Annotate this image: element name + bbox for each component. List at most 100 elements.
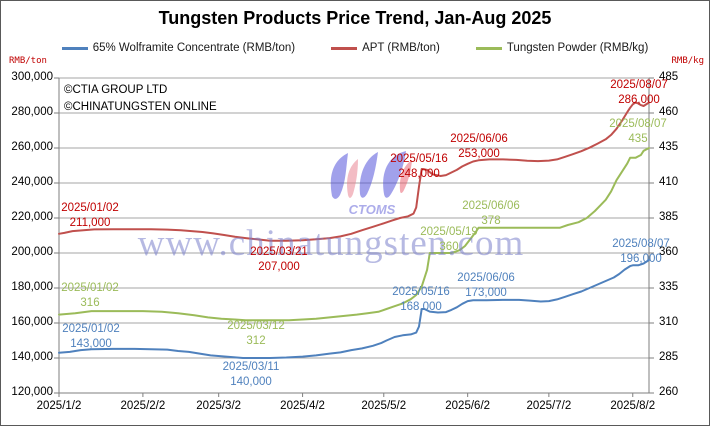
x-axis-label: 2025/5/2 <box>361 400 407 412</box>
annotation-date: 2025/06/06 <box>462 200 520 212</box>
logo-petal-blue-2 <box>359 152 378 198</box>
legend-item-powder: Tungsten Powder (RMB/kg) <box>475 42 649 54</box>
y-axis-label-right: 260 <box>659 386 679 398</box>
legend-item-apt: APT (RMB/ton) <box>331 42 440 54</box>
annotation-date: 2025/01/02 <box>62 323 120 335</box>
x-axis-label: 2025/8/2 <box>610 400 656 412</box>
wolframite-annotation: 2025/05/16 168,000 <box>392 285 450 315</box>
powder-annotation: 2025/05/19 360 <box>420 225 478 255</box>
y-axis-label-right: 335 <box>659 281 679 293</box>
y-axis-label-left: 160,000 <box>11 316 53 328</box>
x-axis-label: 2025/3/2 <box>196 400 242 412</box>
annotation-date: 2025/03/21 <box>250 246 308 258</box>
annotation-date: 2025/08/07 <box>612 238 670 250</box>
copyright-line-2: ©CHINATUNGSTEN ONLINE <box>64 101 217 113</box>
annotation-date: 2025/05/16 <box>390 153 448 165</box>
annotation-value: 378 <box>481 215 501 227</box>
left-axis-unit: RMB/ton <box>9 56 47 66</box>
annotation-value: 173,000 <box>465 287 507 299</box>
annotation-value: 435 <box>628 133 648 145</box>
logo-petal-blue-3 <box>383 151 406 198</box>
apt-annotation: 2025/08/07 286,000 <box>610 78 668 108</box>
y-axis-label-left: 140,000 <box>11 351 53 363</box>
logo-text: CTOMS <box>349 202 396 217</box>
x-axis-label: 2025/1/2 <box>36 400 82 412</box>
copyright-notice: ©CTIA GROUP LTD ©CHINATUNGSTEN ONLINE <box>64 82 217 116</box>
wolframite-annotation: 2025/01/02 143,000 <box>62 322 120 352</box>
wolframite-line-swatch-icon <box>61 46 88 50</box>
chart-title: Tungsten Products Price Trend, Jan-Aug 2… <box>158 8 552 28</box>
annotation-date: 2025/05/16 <box>392 286 450 298</box>
y-axis-label-left: 220,000 <box>11 211 53 223</box>
annotation-date: 2025/06/06 <box>450 133 508 145</box>
x-axis-label: 2025/2/2 <box>120 400 166 412</box>
y-axis-label-right: 360 <box>659 246 679 258</box>
annotation-value: 286,000 <box>618 94 660 106</box>
y-axis-label-left: 120,000 <box>11 386 53 398</box>
wolframite-annotation: 2025/03/11 140,000 <box>223 360 280 390</box>
y-axis-label-left: 200,000 <box>11 246 53 258</box>
series-line <box>58 101 650 242</box>
annotation-date: 2025/08/07 <box>610 79 668 91</box>
ctoms-logo-watermark: CTOMS <box>330 151 412 217</box>
apt-line-swatch-icon <box>331 46 358 50</box>
annotation-value: 253,000 <box>458 148 500 160</box>
apt-annotation: 2025/05/16 248,000 <box>390 152 448 182</box>
legend-label: APT (RMB/ton) <box>362 42 440 54</box>
legend-item-wolframite: 65% Wolframite Concentrate (RMB/ton) <box>61 42 296 54</box>
annotation-value: 196,000 <box>620 253 662 265</box>
annotation-value: 211,000 <box>69 217 111 229</box>
annotation-date: 2025/08/07 <box>609 118 667 130</box>
annotation-value: 316 <box>80 297 100 309</box>
apt-annotation: 2025/03/21 207,000 <box>250 245 308 275</box>
series-line <box>58 259 650 359</box>
y-axis-label-right: 485 <box>659 71 679 83</box>
y-axis-label-left: 240,000 <box>11 176 53 188</box>
x-axis-label: 2025/6/2 <box>445 400 491 412</box>
annotation-value: 248,000 <box>398 168 440 180</box>
annotation-date: 2025/03/12 <box>227 320 285 332</box>
powder-annotation: 2025/01/02 316 <box>61 281 119 311</box>
chart-legend: 65% Wolframite Concentrate (RMB/ton) APT… <box>1 41 709 55</box>
y-axis-label-right: 460 <box>659 106 679 118</box>
annotation-value: 360 <box>439 241 459 253</box>
powder-line-swatch-icon <box>475 46 502 50</box>
annotation-value: 143,000 <box>70 338 112 350</box>
y-axis-label-left: 300,000 <box>11 71 53 83</box>
logo-petal-blue-1 <box>330 153 348 199</box>
logo-petal-red-2 <box>399 160 412 193</box>
y-axis-label-right: 310 <box>659 316 679 328</box>
apt-annotation: 2025/06/06 253,000 <box>450 132 508 162</box>
annotation-date: 2025/06/06 <box>457 272 515 284</box>
y-axis-label-left: 280,000 <box>11 106 53 118</box>
wolframite-annotation: 2025/06/06 173,000 <box>457 271 515 301</box>
copyright-line-1: ©CTIA GROUP LTD <box>64 84 168 96</box>
annotation-date: 2025/05/19 <box>420 226 478 238</box>
legend-label: Tungsten Powder (RMB/kg) <box>506 42 649 54</box>
y-axis-label-right: 285 <box>659 351 679 363</box>
annotation-date: 2025/01/02 <box>61 282 119 294</box>
powder-annotation: 2025/03/12 312 <box>227 319 285 349</box>
series-line <box>58 147 650 322</box>
x-axis-label: 2025/4/2 <box>280 400 325 412</box>
annotation-value: 207,000 <box>258 261 300 273</box>
annotation-value: 168,000 <box>400 301 442 313</box>
powder-annotation: 2025/08/07 435 <box>609 117 667 147</box>
x-axis-label: 2025/7/2 <box>526 400 572 412</box>
powder-annotation: 2025/06/06 378 <box>462 199 520 229</box>
right-axis-unit: RMB/kg <box>671 56 704 66</box>
logo-petal-red-1 <box>347 159 358 198</box>
y-axis-label-left: 260,000 <box>11 141 53 153</box>
legend-label: 65% Wolframite Concentrate (RMB/ton) <box>92 42 296 54</box>
y-axis-label-right: 385 <box>659 211 679 223</box>
annotation-value: 140,000 <box>230 376 272 388</box>
apt-annotation: 2025/01/02 211,000 <box>61 201 119 231</box>
annotation-date: 2025/01/02 <box>61 202 119 214</box>
wolframite-annotation: 2025/08/07 196,000 <box>612 237 670 267</box>
y-axis-label-right: 435 <box>659 141 679 153</box>
annotation-date: 2025/03/11 <box>222 361 280 373</box>
website-watermark: www.chinatungsten.com <box>137 223 525 264</box>
